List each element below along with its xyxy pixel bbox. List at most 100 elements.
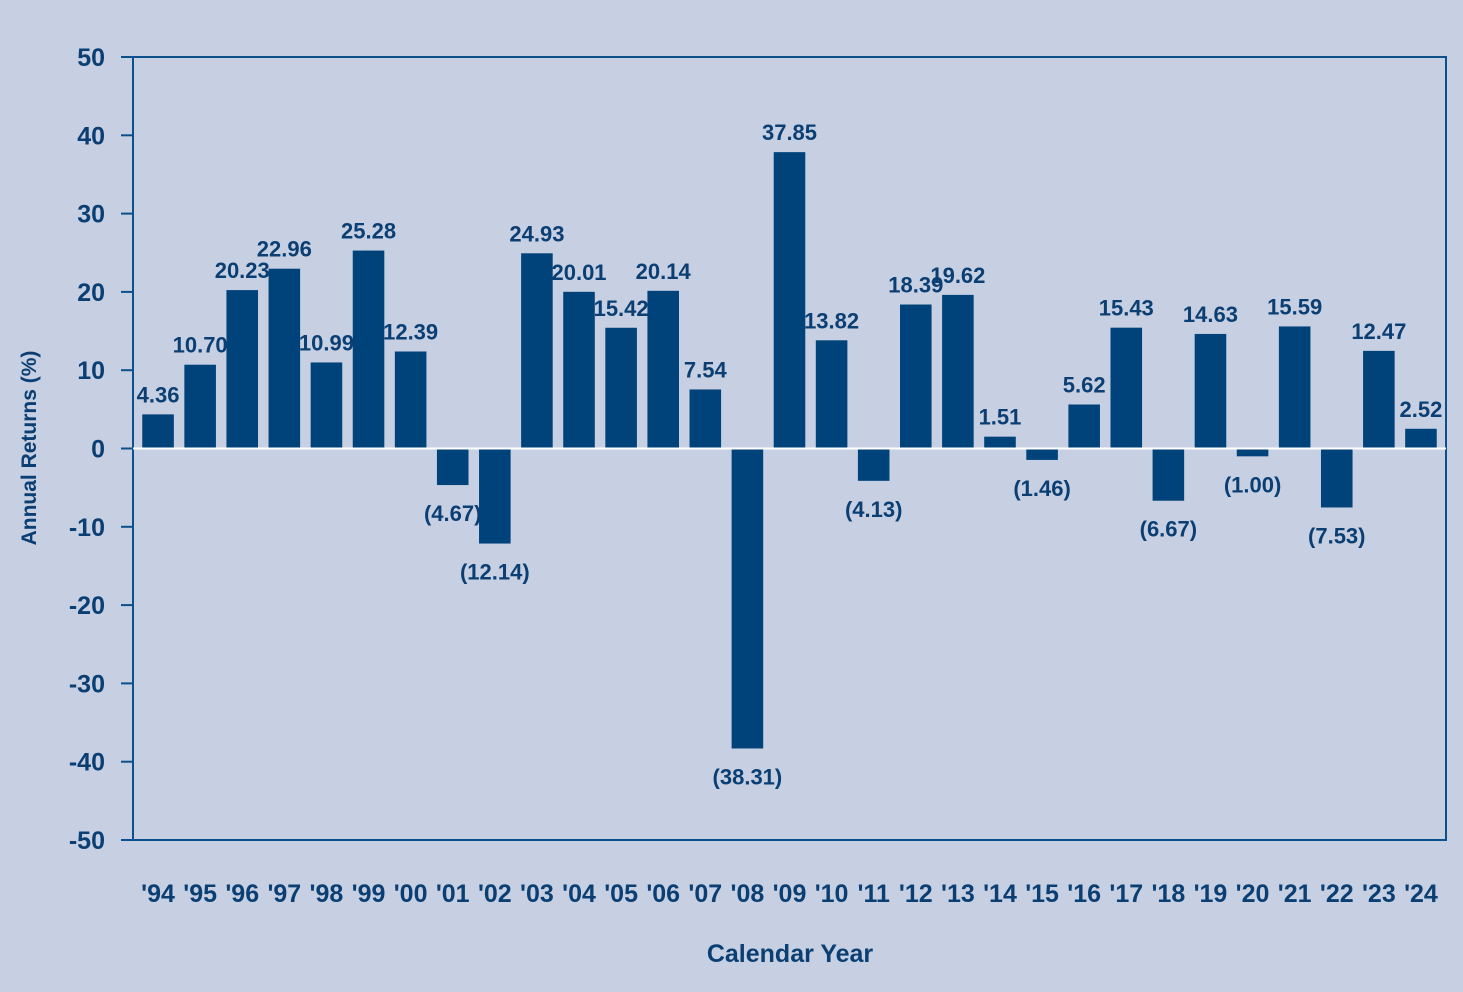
data-label: 20.01 xyxy=(551,260,606,285)
data-label: 13.82 xyxy=(804,308,859,333)
x-tick-label: '13 xyxy=(941,880,975,908)
data-label: 14.63 xyxy=(1183,302,1238,327)
data-label: 25.28 xyxy=(341,219,396,244)
bar xyxy=(942,294,974,449)
data-label: 18.39 xyxy=(888,273,943,298)
data-label: 37.85 xyxy=(762,120,817,145)
bar xyxy=(310,362,343,449)
y-tick-label: 50 xyxy=(77,44,105,72)
bar xyxy=(1278,326,1311,449)
bar xyxy=(731,448,764,749)
y-axis-title: Annual Returns (%) xyxy=(18,351,41,546)
data-label: 20.23 xyxy=(215,258,270,283)
bar xyxy=(605,327,637,449)
x-axis-title: Calendar Year xyxy=(707,940,874,968)
data-label: 19.62 xyxy=(930,263,985,288)
data-label: 10.70 xyxy=(173,333,228,358)
x-tick-label: '95 xyxy=(183,880,217,908)
x-tick-label: '94 xyxy=(141,880,175,908)
data-label: 4.36 xyxy=(137,382,180,407)
bar xyxy=(268,268,301,449)
x-tick-label: '96 xyxy=(225,880,259,908)
y-axis-ticks: 50 40 30 20 10 0 -10 -20 -30 -40 -50 xyxy=(69,44,133,855)
x-tick-label: '97 xyxy=(267,880,301,908)
bar xyxy=(773,152,806,449)
x-tick-label: '01 xyxy=(436,880,470,908)
x-tick-label: '08 xyxy=(731,880,765,908)
data-label: 12.47 xyxy=(1351,319,1406,344)
data-label: (12.14) xyxy=(460,560,530,585)
x-tick-label: '15 xyxy=(1025,880,1059,908)
y-tick-label: 10 xyxy=(77,357,105,385)
x-tick-label: '21 xyxy=(1278,880,1312,908)
data-label: 15.42 xyxy=(594,296,649,321)
bar xyxy=(984,436,1016,449)
y-tick-label: -20 xyxy=(69,592,105,620)
x-tick-label: '22 xyxy=(1320,880,1354,908)
x-tick-label: '10 xyxy=(815,880,849,908)
x-tick-label: '24 xyxy=(1404,880,1438,908)
x-tick-label: '02 xyxy=(478,880,512,908)
bar xyxy=(647,290,679,449)
bar xyxy=(479,448,511,544)
y-tick-label: -40 xyxy=(69,749,105,777)
bars xyxy=(142,152,1437,749)
x-tick-label: '03 xyxy=(520,880,554,908)
x-tick-label: '18 xyxy=(1151,880,1185,908)
y-tick-label: 0 xyxy=(91,436,105,464)
x-tick-label: '11 xyxy=(858,880,890,908)
data-label: 10.99 xyxy=(299,330,354,355)
data-label: 1.51 xyxy=(979,405,1022,430)
y-tick-label: -30 xyxy=(69,670,105,698)
data-label: (1.46) xyxy=(1013,476,1070,501)
y-tick-label: 40 xyxy=(77,122,105,150)
x-tick-label: '05 xyxy=(604,880,638,908)
bar xyxy=(563,291,595,449)
data-label: 20.14 xyxy=(636,259,692,284)
x-tick-label: '14 xyxy=(983,880,1017,908)
data-label: 5.62 xyxy=(1063,372,1106,397)
data-label: 2.52 xyxy=(1400,397,1443,422)
bar xyxy=(1363,350,1395,449)
y-tick-label: 20 xyxy=(77,279,105,307)
data-label: 7.54 xyxy=(684,357,728,382)
x-tick-label: '17 xyxy=(1109,880,1143,908)
bar xyxy=(352,250,385,449)
data-label: (4.13) xyxy=(845,497,902,522)
x-tick-label: '16 xyxy=(1067,880,1101,908)
x-tick-label: '00 xyxy=(394,880,428,908)
data-label: (7.53) xyxy=(1308,523,1365,548)
x-tick-label: '06 xyxy=(646,880,680,908)
bar xyxy=(436,448,469,486)
x-tick-label: '07 xyxy=(688,880,722,908)
bar xyxy=(1236,448,1269,457)
bar xyxy=(394,351,427,449)
bar xyxy=(900,304,932,449)
bar xyxy=(184,364,216,449)
bar xyxy=(521,253,553,449)
x-axis-ticks: '94 '95 '96 '97 '98 '99 '00 '01 '02 '03 '04 '05 '06 '… xyxy=(141,880,1438,908)
x-tick-label: '04 xyxy=(562,880,596,908)
data-label: 22.96 xyxy=(257,237,312,262)
bar xyxy=(226,290,259,449)
data-label: 12.39 xyxy=(383,319,438,344)
bar xyxy=(1152,448,1185,501)
y-tick-label: -50 xyxy=(69,827,105,855)
x-tick-label: '20 xyxy=(1236,880,1270,908)
x-tick-label: '12 xyxy=(899,880,933,908)
bar xyxy=(1194,333,1227,449)
x-tick-label: '98 xyxy=(310,880,344,908)
bar xyxy=(857,448,890,481)
bar xyxy=(142,414,174,449)
y-tick-label: -10 xyxy=(69,514,105,542)
bar xyxy=(1026,448,1058,460)
data-label: (4.67) xyxy=(424,501,481,526)
bar xyxy=(1110,327,1143,449)
data-label: 24.93 xyxy=(509,221,564,246)
x-tick-label: '99 xyxy=(352,880,386,908)
x-tick-label: '23 xyxy=(1362,880,1396,908)
data-label: (6.67) xyxy=(1140,517,1197,542)
bar xyxy=(1320,448,1353,508)
